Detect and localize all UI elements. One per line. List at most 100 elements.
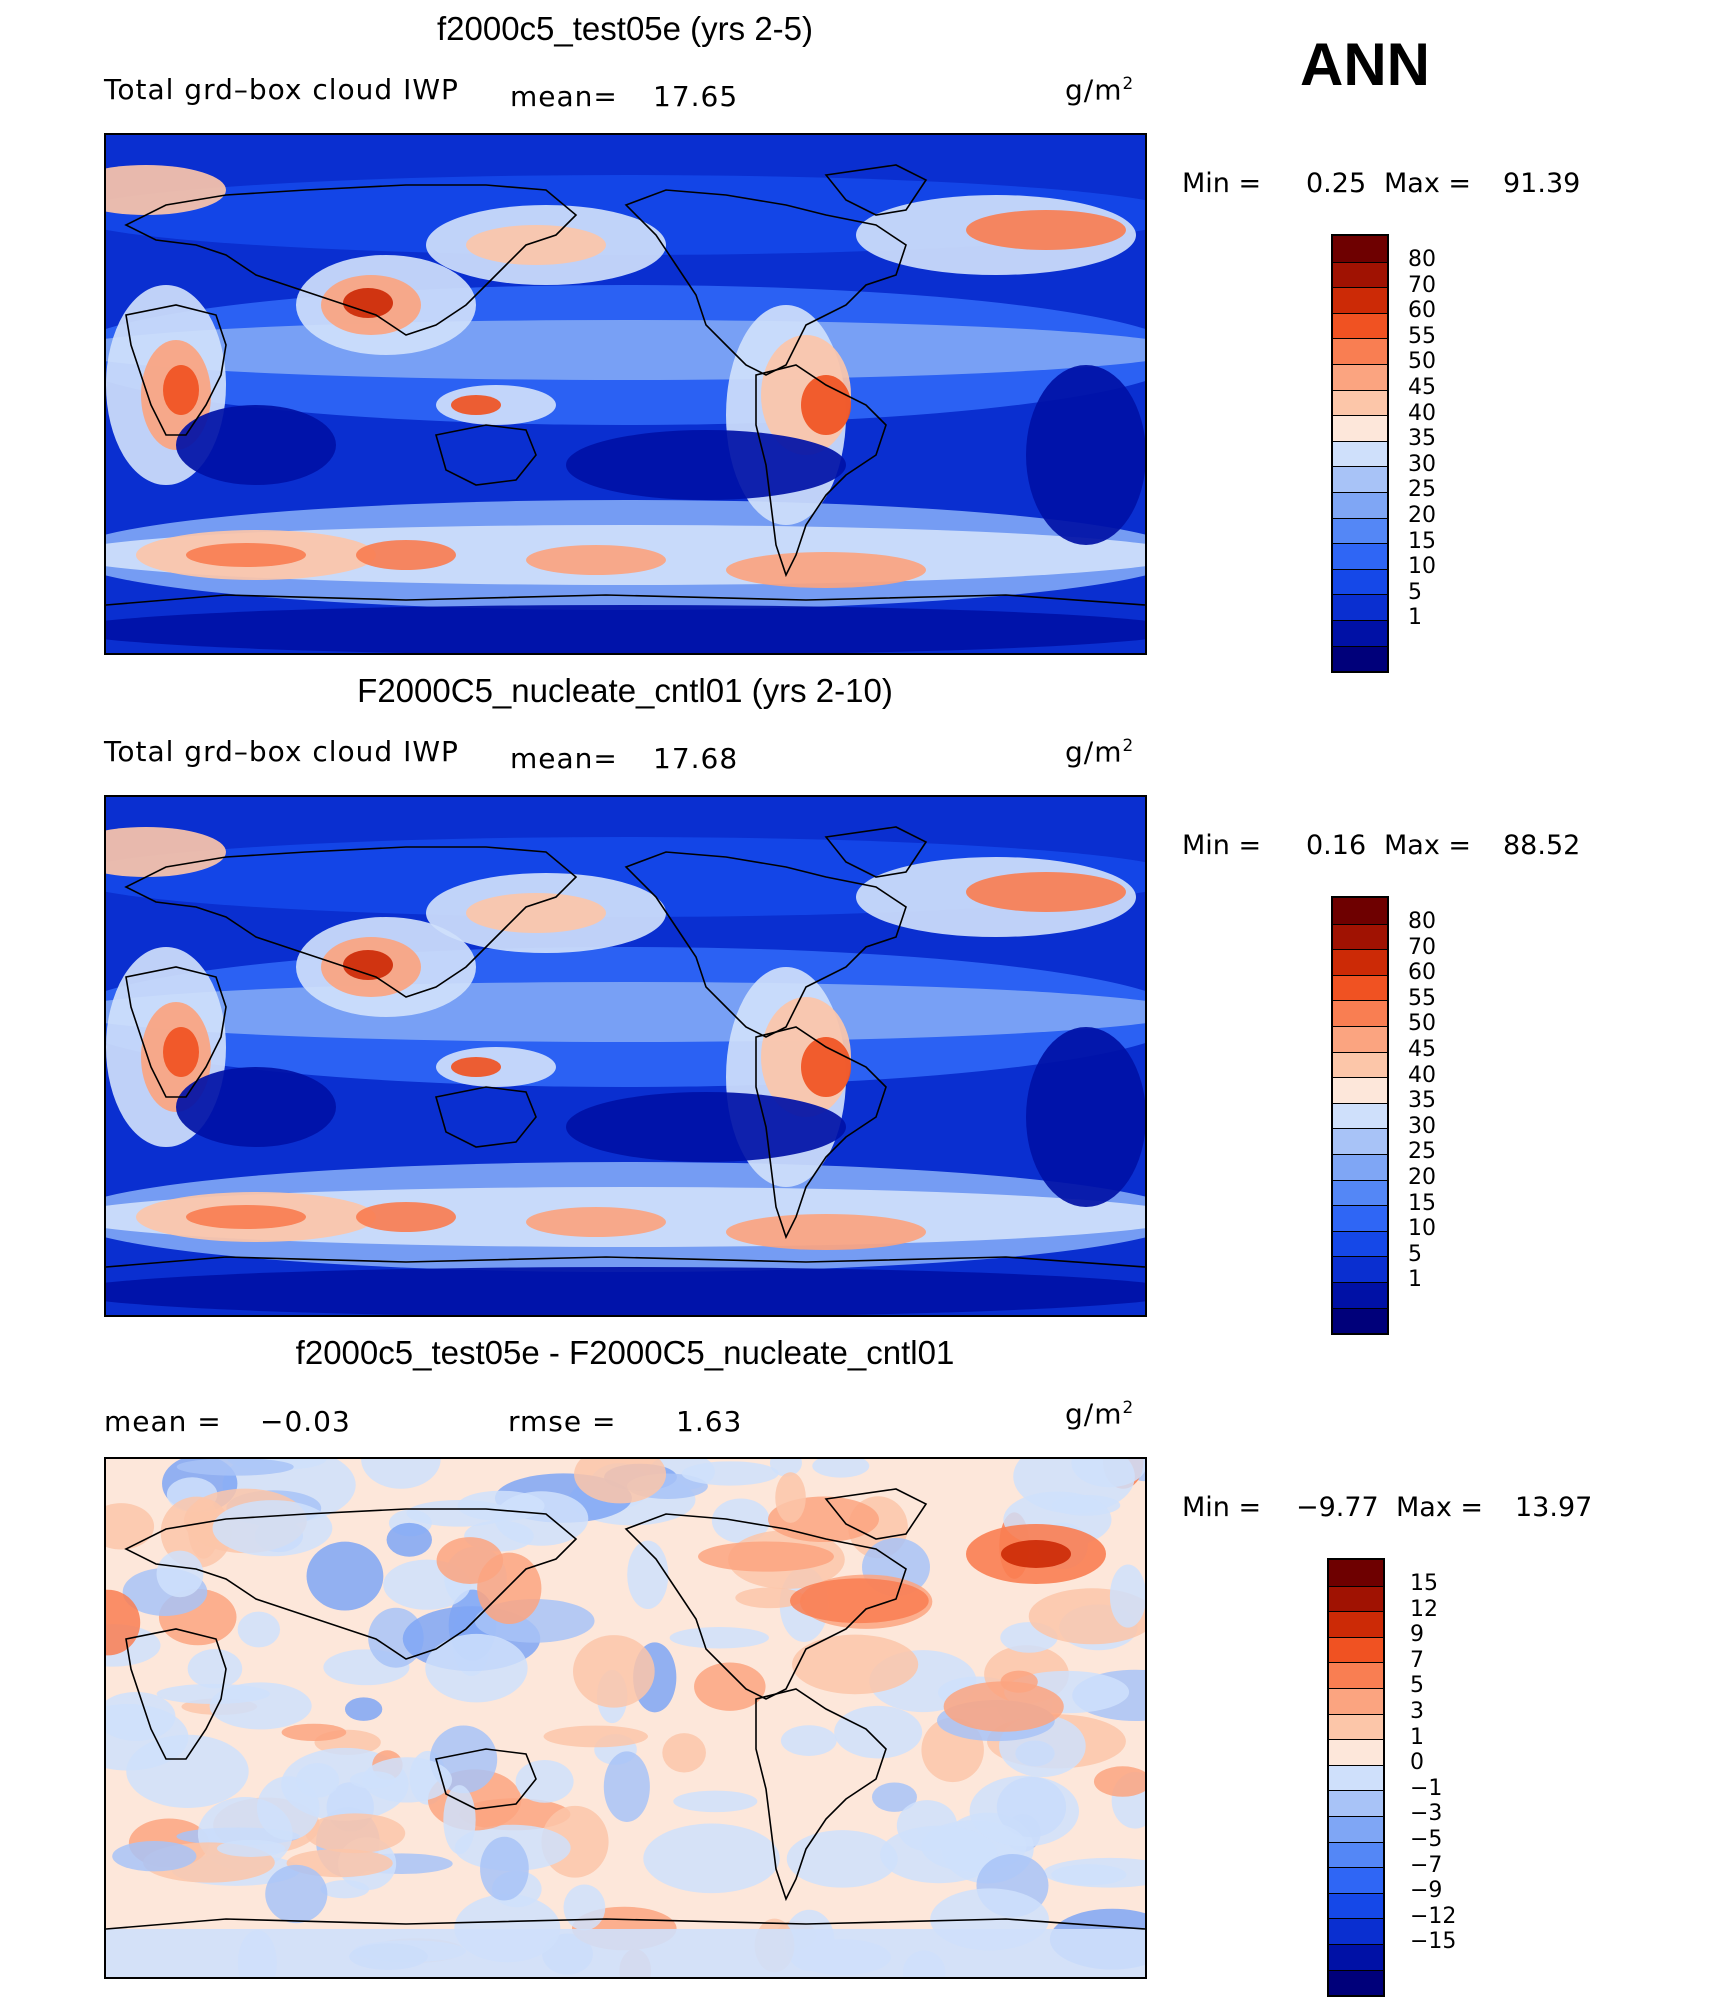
colorbar-swatch — [1333, 974, 1387, 1001]
colorbar-swatch — [1329, 1662, 1383, 1688]
panel3-colorbar — [1327, 1558, 1385, 1997]
colorbar-swatch — [1333, 389, 1387, 416]
colorbar-tick-label: 70 — [1408, 934, 1436, 960]
colorbar-tick-label: 15 — [1410, 1571, 1438, 1596]
panel1-map — [104, 133, 1147, 655]
colorbar-swatch — [1333, 949, 1387, 975]
colorbar-tick-label: −15 — [1410, 1929, 1457, 1955]
colorbar-tick-label: 45 — [1408, 375, 1436, 400]
panel3-max-label: Max = — [1396, 1492, 1484, 1523]
panel3-title: f2000c5_test05e - F2000C5_nucleate_cntl0… — [295, 1334, 955, 1371]
colorbar-tick-label: 40 — [1408, 1062, 1436, 1088]
colorbar-tick-label: 25 — [1408, 1139, 1436, 1165]
colorbar-tick-label: 3 — [1410, 1699, 1424, 1724]
colorbar-tick-label: 10 — [1408, 554, 1436, 580]
colorbar-swatch — [1329, 1841, 1383, 1868]
colorbar-tick-label: 5 — [1408, 1241, 1422, 1267]
panel3-rmse-value: 1.63 — [676, 1405, 743, 1438]
panel3-rmse-label: rmse = — [508, 1405, 617, 1438]
colorbar-tick-label: 45 — [1408, 1037, 1436, 1062]
colorbar-tick-label: −5 — [1410, 1827, 1443, 1852]
season-label: ANN — [1300, 31, 1430, 98]
panel2-colorbar — [1331, 896, 1389, 1336]
colorbar-swatch — [1333, 1230, 1387, 1257]
colorbar-swatch — [1333, 1051, 1387, 1078]
panel2-max-label: Max = — [1384, 830, 1472, 861]
colorbar-tick-label: 50 — [1408, 349, 1436, 375]
colorbar-tick-label: 1 — [1408, 1267, 1422, 1293]
colorbar-swatch — [1333, 1077, 1387, 1103]
panel1-title: f2000c5_test05e (yrs 2-5) — [436, 10, 814, 47]
panel3-min-label: Min = — [1182, 1492, 1262, 1523]
panel2-min-value: 0.16 — [1306, 830, 1367, 861]
colorbar-tick-label: 0 — [1410, 1750, 1424, 1776]
colorbar-swatch — [1333, 491, 1387, 518]
colorbar-swatch — [1333, 1102, 1387, 1129]
colorbar-tick-label: 9 — [1410, 1622, 1424, 1648]
panel1-colorbar — [1331, 234, 1389, 674]
colorbar-tick-label: 5 — [1408, 579, 1422, 605]
colorbar-swatch — [1333, 594, 1387, 620]
colorbar-tick-label: 30 — [1408, 451, 1436, 477]
colorbar-tick-label: −9 — [1410, 1878, 1443, 1904]
colorbar-swatch — [1333, 568, 1387, 595]
colorbar-swatch — [1329, 1611, 1383, 1637]
colorbar-swatch — [1333, 898, 1387, 924]
colorbar-swatch — [1333, 312, 1387, 339]
colorbar-tick-label: 20 — [1408, 503, 1436, 528]
panel1-max-label: Max = — [1384, 168, 1472, 199]
colorbar-tick-label: 80 — [1408, 909, 1436, 934]
colorbar-tick-label: 80 — [1408, 247, 1436, 272]
colorbar-swatch — [1333, 543, 1387, 569]
colorbar-tick-label: 1 — [1408, 605, 1422, 631]
colorbar-swatch — [1333, 517, 1387, 544]
colorbar-swatch — [1333, 236, 1387, 262]
panel3-mean-value: −0.03 — [260, 1405, 351, 1438]
panel1-min-value: 0.25 — [1306, 168, 1367, 199]
colorbar-tick-label: 7 — [1410, 1647, 1424, 1673]
colorbar-swatch — [1333, 1307, 1387, 1334]
colorbar-swatch — [1329, 1636, 1383, 1663]
colorbar-swatch — [1329, 1687, 1383, 1714]
colorbar-tick-label: 40 — [1408, 400, 1436, 426]
panel2-variable: Total grd–box cloud IWP — [104, 735, 459, 768]
colorbar-tick-label: −7 — [1410, 1852, 1443, 1878]
panel2-map-field — [106, 797, 1145, 1315]
colorbar-swatch — [1329, 1585, 1383, 1612]
colorbar-swatch — [1329, 1943, 1383, 1970]
panel3-max-value: 13.97 — [1515, 1492, 1593, 1523]
colorbar-swatch — [1329, 1790, 1383, 1816]
colorbar-tick-label: 20 — [1408, 1165, 1436, 1190]
panel2-mean-label: mean= — [510, 742, 618, 775]
colorbar-tick-label: 1 — [1410, 1724, 1424, 1750]
colorbar-tick-label: 35 — [1408, 1088, 1436, 1114]
colorbar-swatch — [1333, 338, 1387, 364]
panel1-mean-value: 17.65 — [653, 80, 739, 113]
colorbar-swatch — [1333, 645, 1387, 672]
colorbar-swatch — [1329, 1560, 1383, 1586]
colorbar-swatch — [1333, 1281, 1387, 1308]
colorbar-tick-label: 35 — [1408, 426, 1436, 452]
colorbar-tick-label: 50 — [1408, 1011, 1436, 1037]
colorbar-tick-label: 30 — [1408, 1113, 1436, 1139]
colorbar-swatch — [1329, 1739, 1383, 1765]
colorbar-swatch — [1329, 1713, 1383, 1740]
panel2-min-label: Min = — [1182, 830, 1262, 861]
panel3-map — [104, 1457, 1147, 1979]
colorbar-swatch — [1333, 287, 1387, 313]
panel1-units: g/m2 — [1065, 73, 1135, 107]
colorbar-swatch — [1333, 1128, 1387, 1154]
colorbar-tick-label: −1 — [1410, 1775, 1443, 1801]
panel3-mean-label: mean = — [104, 1405, 222, 1438]
colorbar-swatch — [1333, 1000, 1387, 1026]
panel1-mean-label: mean= — [510, 80, 618, 113]
colorbar-tick-label: 5 — [1410, 1673, 1424, 1699]
colorbar-swatch — [1333, 1025, 1387, 1052]
colorbar-swatch — [1333, 261, 1387, 288]
panel1-variable: Total grd–box cloud IWP — [104, 73, 459, 106]
colorbar-tick-label: 25 — [1408, 477, 1436, 503]
colorbar-swatch — [1333, 1179, 1387, 1206]
panel2-mean-value: 17.68 — [653, 742, 739, 775]
colorbar-tick-label: 55 — [1408, 985, 1436, 1011]
